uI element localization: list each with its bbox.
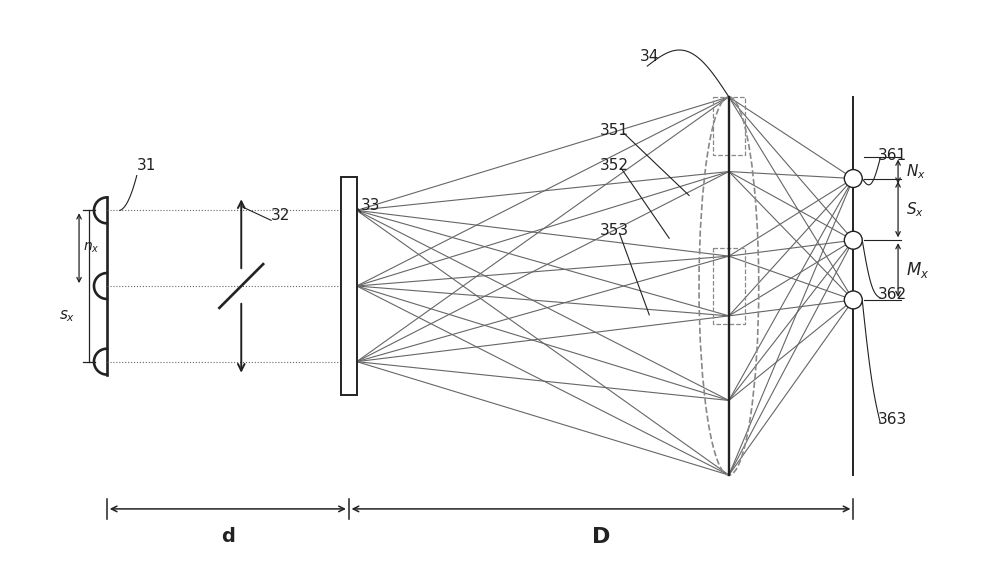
Text: 353: 353 — [600, 223, 629, 238]
Text: 31: 31 — [137, 158, 156, 173]
Text: $s_x$: $s_x$ — [59, 308, 75, 324]
Text: $N_x$: $N_x$ — [906, 162, 926, 181]
Bar — [713, 97, 745, 154]
Text: 32: 32 — [271, 208, 290, 223]
Circle shape — [844, 291, 862, 309]
Circle shape — [844, 169, 862, 188]
Text: 34: 34 — [639, 49, 659, 63]
Bar — [341, 177, 357, 395]
Text: $S_x$: $S_x$ — [906, 200, 924, 219]
Text: $n_x$: $n_x$ — [83, 241, 100, 255]
Text: d: d — [221, 527, 235, 546]
Text: 363: 363 — [878, 412, 907, 427]
Text: 362: 362 — [878, 288, 907, 303]
Circle shape — [844, 231, 862, 249]
Text: 33: 33 — [361, 198, 380, 213]
Text: 361: 361 — [878, 148, 907, 163]
Text: 351: 351 — [600, 123, 629, 138]
Text: D: D — [592, 527, 610, 547]
Bar — [713, 248, 745, 324]
Text: 352: 352 — [600, 158, 629, 173]
Text: $M_x$: $M_x$ — [906, 260, 929, 280]
